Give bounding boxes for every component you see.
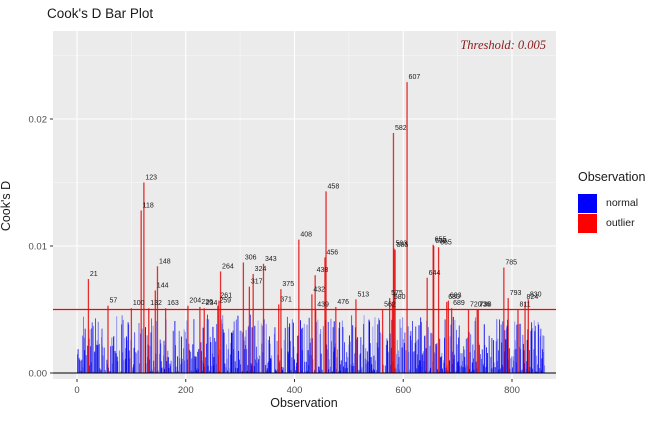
outlier-label: 575 <box>391 290 403 297</box>
outlier-label: 655 <box>435 237 447 244</box>
outlier-label: 21 <box>90 271 98 278</box>
outlier-label: 371 <box>280 296 292 303</box>
outlier-label: 123 <box>145 175 157 182</box>
outlier-label: 513 <box>357 291 369 298</box>
outlier-label: 234 <box>206 300 218 307</box>
outlier-label: 144 <box>157 282 169 289</box>
outlier-label: 408 <box>300 232 312 239</box>
y-axis-title: Cook's D <box>0 180 13 232</box>
outlier-label: 132 <box>150 300 162 307</box>
x-tick-label: 600 <box>395 385 411 396</box>
outlier-label: 683 <box>450 293 462 300</box>
y-tick-label: 0.00 <box>29 369 48 380</box>
outlier-label: 830 <box>530 291 542 298</box>
outlier-label: 306 <box>245 255 257 262</box>
outlier-label: 439 <box>317 302 329 309</box>
outlier-label: 656 <box>435 238 447 245</box>
outlier-label: 585 <box>397 242 409 249</box>
outlier-label: 324 <box>255 266 267 273</box>
outlier-swatch-icon <box>578 213 597 233</box>
outlier-label: 343 <box>265 256 277 263</box>
threshold-annotation: Threshold: 0.005 <box>460 38 546 52</box>
outlier-label: 118 <box>143 202 154 209</box>
outlier-label: 811 <box>519 302 530 309</box>
outlier-label: 738 <box>480 302 492 309</box>
outlier-label: 680 <box>448 294 460 301</box>
outlier-label: 607 <box>409 74 421 81</box>
outlier-label: 438 <box>317 267 329 274</box>
legend-label-normal: normal <box>606 197 639 209</box>
panel-background <box>53 31 556 379</box>
x-tick-label: 200 <box>178 385 194 396</box>
outlier-label: 264 <box>222 263 234 270</box>
outlier-label: 163 <box>167 300 179 307</box>
outlier-label: 582 <box>395 125 407 132</box>
x-tick-label: 0 <box>74 385 79 396</box>
outlier-label: 148 <box>159 258 171 265</box>
outlier-label: 226 <box>201 299 213 306</box>
outlier-label: 583 <box>396 241 408 248</box>
outlier-label: 476 <box>337 299 349 306</box>
normal-swatch-icon <box>578 193 597 213</box>
y-tick-label: 0.02 <box>29 115 48 126</box>
outlier-label: 261 <box>220 293 232 300</box>
outlier-label: 644 <box>429 270 441 277</box>
outlier-label: 259 <box>219 298 231 305</box>
outlier-label: 562 <box>384 302 396 309</box>
legend-label-outlier: outlier <box>606 217 635 229</box>
x-tick-label: 400 <box>287 385 303 396</box>
legend-item-outlier: outlier <box>578 213 670 233</box>
outlier-label: 580 <box>394 294 406 301</box>
outlier-label: 57 <box>109 298 117 305</box>
outlier-label: 665 <box>440 239 452 246</box>
outlier-label: 432 <box>313 286 325 293</box>
legend-title: Observation <box>578 170 646 184</box>
outlier-label: 375 <box>282 281 294 288</box>
outlier-label: 785 <box>505 260 517 267</box>
legend: Observation normal outlier <box>578 170 670 233</box>
x-axis-title: Observation <box>270 396 338 410</box>
x-tick-label: 800 <box>504 385 520 396</box>
outlier-label: 456 <box>326 249 338 256</box>
y-tick-label: 0.01 <box>29 242 48 253</box>
outlier-label: 689 <box>453 300 465 307</box>
chart-title: Cook's D Bar Plot <box>47 6 154 21</box>
outlier-label: 793 <box>510 290 522 297</box>
outlier-label: 458 <box>328 183 340 190</box>
outlier-label: 204 <box>189 298 201 305</box>
outlier-label: 824 <box>527 294 539 301</box>
legend-item-normal: normal <box>578 193 670 213</box>
outlier-label: 317 <box>251 279 263 286</box>
outlier-label: 720 <box>470 302 482 309</box>
outlier-label: 736 <box>479 302 491 309</box>
outlier-label: 100 <box>133 300 145 307</box>
